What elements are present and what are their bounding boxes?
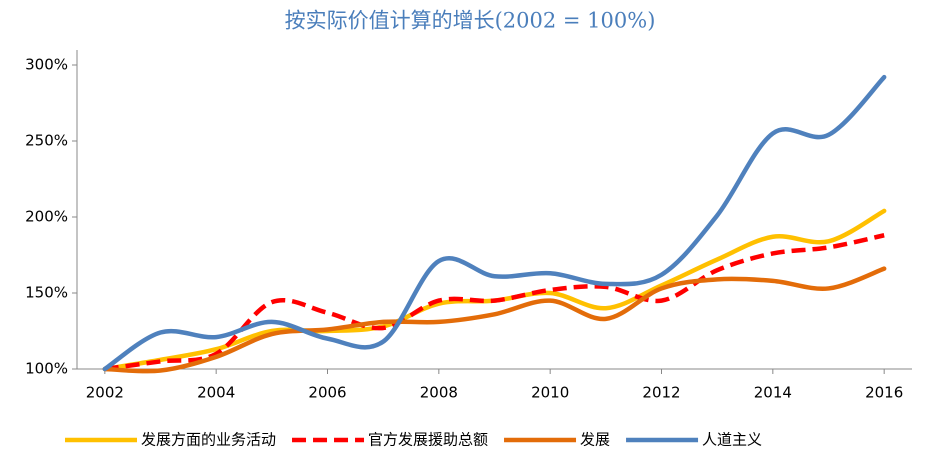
y-tick-label: 250% (25, 132, 68, 150)
x-tick-label: 2008 (420, 384, 458, 402)
x-tick-label: 2012 (642, 384, 680, 402)
legend-label: 发展方面的业务活动 (141, 431, 276, 449)
x-tick-label: 2004 (197, 384, 235, 402)
x-tick-label: 2014 (754, 384, 792, 402)
series-line (104, 233, 885, 372)
series-line (102, 74, 887, 372)
series-line (102, 208, 887, 372)
y-tick-label: 150% (25, 284, 68, 302)
x-tick-label: 2002 (86, 384, 124, 402)
y-tick-label: 300% (25, 56, 68, 74)
y-tick-label: 100% (25, 360, 68, 378)
x-tick-label: 2016 (865, 384, 903, 402)
series-line (102, 266, 887, 374)
x-tick-label: 2006 (308, 384, 346, 402)
legend-label: 人道主义 (702, 431, 762, 449)
legend-label: 官方发展援助总额 (368, 431, 488, 449)
x-tick-label: 2010 (531, 384, 569, 402)
y-tick-label: 200% (25, 208, 68, 226)
legend-label: 发展 (580, 431, 610, 449)
chart-title: 按实际价值计算的增长(2002 = 100%) (285, 9, 656, 33)
